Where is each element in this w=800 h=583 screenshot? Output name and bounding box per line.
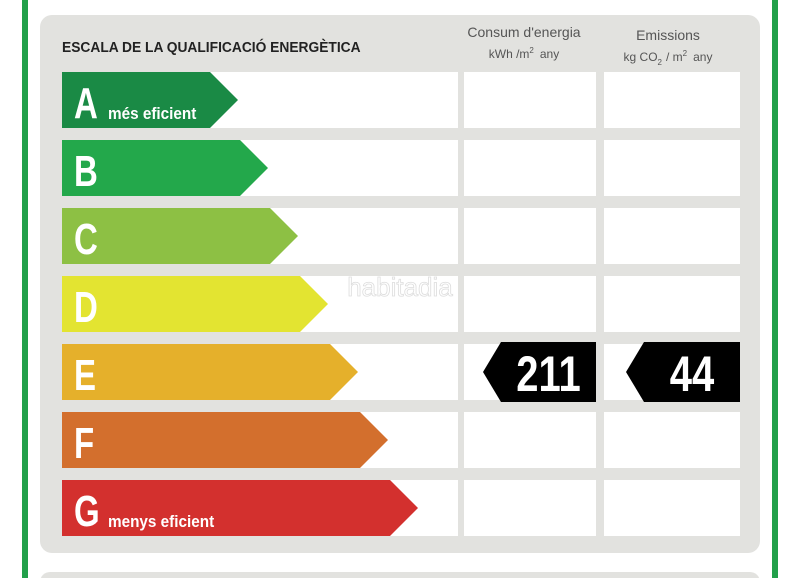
emissions-value: 44 [670,346,714,402]
class-arrow [62,480,418,536]
class-arrow [62,140,268,196]
emissions-badge [626,342,740,402]
consum-label: Consum d'energia [467,24,580,40]
unit-sup: 2 [683,49,688,58]
emissions-cell [604,276,740,332]
consum-cell [464,480,596,536]
unit: kg CO [624,50,658,64]
unit-sup: 2 [529,46,534,55]
consum-cell [464,276,596,332]
unit: any [540,47,559,61]
watermark: habitadia [347,272,453,302]
emissions-cell [604,480,740,536]
consum-cell [464,208,596,264]
consum-value: 211 [516,346,581,402]
consum-badge [483,342,596,402]
emissions-cell [604,72,740,128]
class-arrow [62,72,238,128]
class-letter: E [74,352,96,401]
emissions-unit: kg CO2/ m2 any [624,49,713,67]
panel-bottom [40,572,760,583]
class-note: més eficient [108,104,197,123]
unit: / m [666,50,683,64]
class-arrow [62,412,388,468]
class-letter: B [74,148,98,197]
consum-cell [464,140,596,196]
class-arrow [62,276,328,332]
consum-unit: kWh /m2 any [489,46,559,61]
border-left [22,0,28,578]
class-note: menys eficient [108,512,215,531]
class-letter: A [74,80,98,129]
title: ESCALA DE LA QUALIFICACIÓ ENERGÈTICA [62,37,361,56]
class-letter: F [74,420,94,469]
emissions-cell [604,208,740,264]
emissions-cell [604,140,740,196]
emissions-label: Emissions [636,27,700,43]
unit: kWh /m [489,47,530,61]
consum-cell [464,72,596,128]
class-letter: G [74,488,100,537]
unit: any [693,50,712,64]
class-letter: C [74,216,98,265]
consum-cell [464,412,596,468]
class-arrow [62,344,358,400]
class-letter: D [74,284,98,333]
class-arrow [62,208,298,264]
emissions-cell [604,412,740,468]
border-right [772,0,778,578]
unit-sub: 2 [658,58,663,67]
